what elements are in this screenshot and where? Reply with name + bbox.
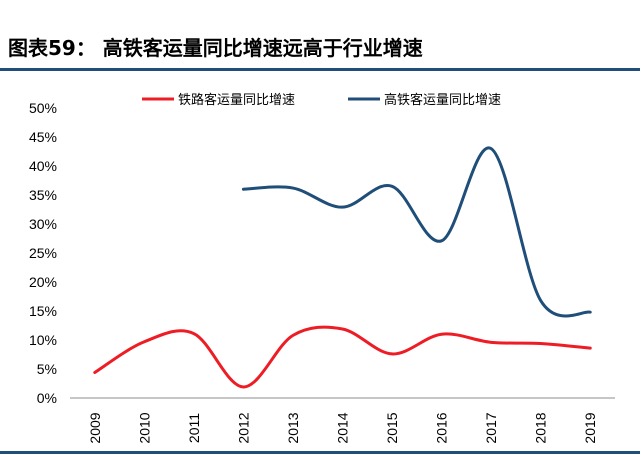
y-tick-label: 15% [29,303,57,319]
bottom-divider [0,451,640,454]
y-tick-label: 40% [29,158,57,174]
x-tick-label: 2011 [186,413,202,443]
y-tick-label: 30% [29,216,57,232]
x-tick-label: 2019 [582,412,598,443]
y-tick-label: 20% [29,274,57,290]
x-tick-label: 2012 [235,412,251,443]
legend: 铁路客运量同比增速 高铁客运量同比增速 [142,92,501,108]
figure-title: 图表59： 高铁客运量同比增速远高于行业增速 [8,36,423,60]
x-tick-label: 2009 [87,412,103,443]
title-divider [0,68,640,71]
x-tick-label: 2014 [335,412,351,443]
legend-label-1: 高铁客运量同比增速 [384,92,501,108]
y-axis-ticks: 0% 5% 10% 15% 20% 25% 30% 35% 40% 45% 50% [29,100,57,406]
x-tick-label: 2013 [285,412,301,443]
y-tick-label: 45% [29,129,57,145]
y-tick-label: 25% [29,245,57,261]
y-tick-label: 0% [37,390,57,406]
x-tick-label: 2015 [384,412,400,443]
series-lines [93,146,592,389]
y-tick-label: 5% [37,361,57,377]
y-tick-label: 50% [29,100,57,116]
y-tick-label: 35% [29,187,57,203]
series-line-0 [93,325,592,389]
legend-label-0: 铁路客运量同比增速 [178,92,295,108]
y-tick-label: 10% [29,332,57,348]
x-tick-label: 2016 [434,412,450,443]
x-tick-label: 2010 [136,412,152,443]
x-tick-label: 2017 [483,412,499,443]
x-axis-ticks: 2009 2010 2011 2012 2013 2014 2015 2016 2017 2018… [87,412,598,443]
x-tick-label: 2018 [533,412,549,443]
series-line-1 [241,146,592,318]
